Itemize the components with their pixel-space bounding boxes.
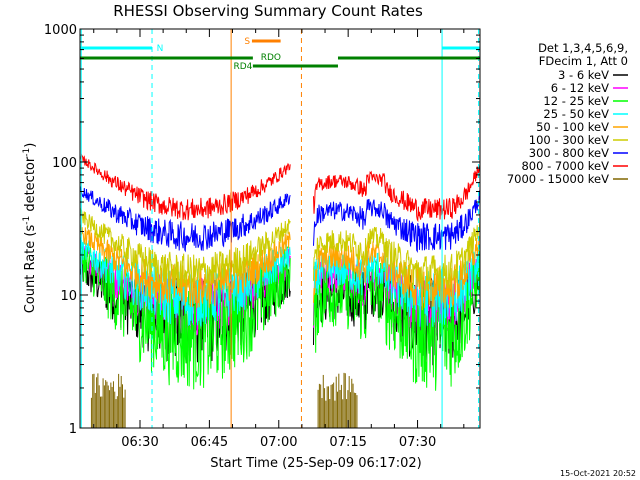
legend-label-3: 25 - 50 keV: [543, 107, 609, 121]
series-line-4: [313, 235, 480, 311]
x-tick-label-0: 06:30: [121, 435, 158, 450]
series-line-5: [80, 207, 291, 290]
legend-label-1: 6 - 12 keV: [551, 81, 609, 95]
annotation-1: S: [244, 37, 250, 47]
y-tick-label-2: 100: [52, 156, 77, 171]
x-tick-label-4: 07:30: [399, 435, 436, 450]
series-line-6: [313, 190, 480, 253]
legend: Det 1,3,4,5,6,9,FDecim 1, Att 03 - 6 keV…: [507, 41, 628, 186]
series-line-6: [80, 186, 291, 253]
x-tick-label-3: 07:15: [329, 435, 366, 450]
footer-date: 15-Oct-2021 20:52: [560, 469, 636, 478]
y-tick-label-3: 1000: [44, 23, 77, 38]
legend-label-2: 12 - 25 keV: [543, 94, 609, 108]
y-tick-label-1: 10: [60, 289, 77, 304]
annotation-2: RD4: [233, 62, 252, 72]
legend-label-0: 3 - 6 keV: [558, 68, 609, 82]
series-group: N S RD4 RDO: [80, 29, 480, 428]
y-axis-label-sup: -1: [22, 148, 32, 157]
chart-title: RHESSI Observing Summary Count Rates: [113, 2, 423, 20]
series-line-7: [80, 152, 291, 221]
y-axis-label-sup: -1: [22, 216, 32, 225]
y-axis-label: Count Rate (s-1 detector-1): [22, 143, 38, 314]
series-line-2: [80, 234, 291, 390]
legend-header-0: Det 1,3,4,5,6,9,: [538, 41, 628, 55]
annotation-0: N: [157, 44, 164, 54]
legend-label-4: 50 - 100 keV: [536, 120, 609, 134]
series-line-7: [313, 165, 480, 223]
y-axis-label-text: Count Rate (s: [23, 225, 38, 314]
axes: 1 10 100 1000 06:30 06:45 07:00 07:15 07:30: [44, 23, 481, 450]
plot-frame: [79, 28, 481, 429]
plot-area: N S RD4 RDO: [80, 29, 480, 428]
y-axis-label-text: ): [23, 143, 38, 148]
x-tick-label-1: 06:45: [191, 435, 228, 450]
legend-label-5: 100 - 300 keV: [529, 133, 609, 147]
x-axis-label: Start Time (25-Sep-09 06:17:02): [210, 456, 421, 471]
legend-label-6: 300 - 800 keV: [529, 146, 609, 160]
series-line-4: [80, 223, 291, 308]
x-tick-label-2: 07:00: [260, 435, 297, 450]
legend-label-7: 800 - 7000 keV: [521, 159, 609, 173]
legend-header-1: FDecim 1, Att 0: [539, 54, 628, 68]
y-tick-label-0: 1: [69, 422, 77, 437]
annotation-3: RDO: [261, 53, 281, 63]
series-line-5: [313, 215, 480, 292]
y-axis-label-text: detector: [23, 156, 38, 216]
legend-label-8: 7000 - 15000 keV: [507, 172, 609, 186]
